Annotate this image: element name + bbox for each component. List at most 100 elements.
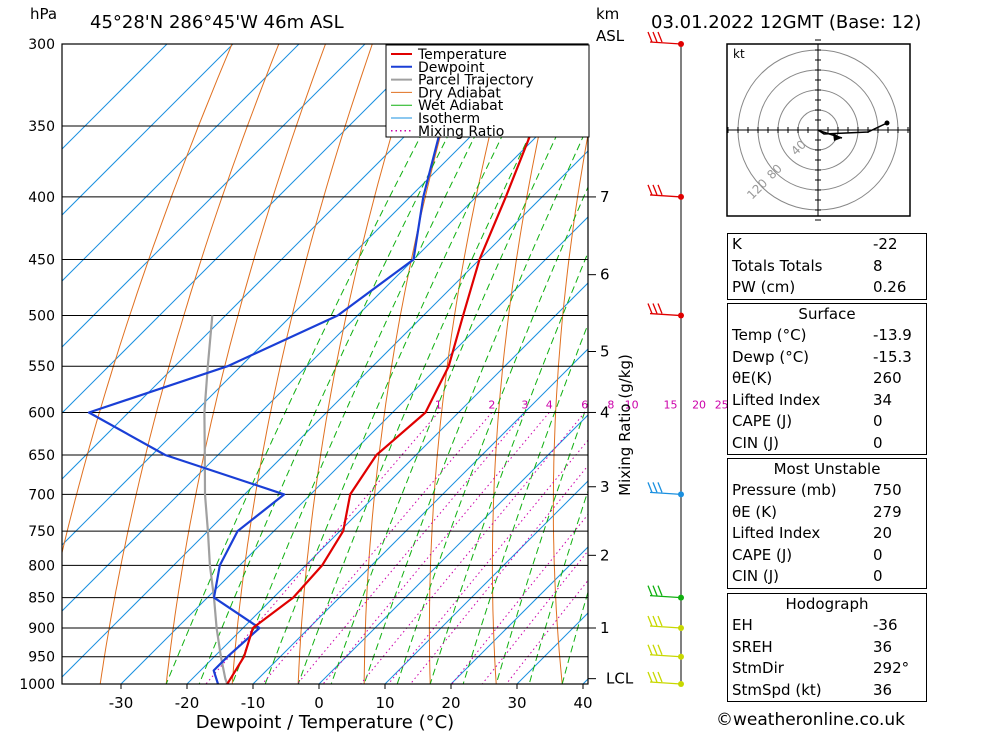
wind-barb-flag: [657, 644, 663, 655]
isotherm-line: [384, 480, 588, 684]
mixing-ratio-label: 4: [546, 398, 553, 411]
pressure-tick-label: 400: [28, 190, 55, 206]
mixing-ratio-label: 1: [435, 398, 442, 411]
mixing-ratio-label: 3: [521, 398, 528, 411]
sreh-label: SREH: [732, 637, 773, 656]
km-tick-label: 3: [600, 478, 610, 496]
pressure-tick-label: 650: [28, 448, 55, 464]
km-tick-label: 5: [600, 343, 610, 361]
surface-cin-label: CIN (J): [732, 433, 780, 452]
mu-cin-label: CIN (J): [732, 567, 780, 585]
surface-title: Surface: [798, 305, 856, 323]
temperature-tick-label: -30: [109, 694, 134, 712]
wind-barb-shaft: [649, 194, 682, 198]
wet-adiabat-line: [561, 590, 588, 684]
pressure-tick-label: 850: [28, 591, 55, 607]
stmspd-value: 36: [873, 680, 893, 699]
mu-pressure-label: Pressure (mb): [732, 481, 837, 499]
isotherm-line: [62, 150, 588, 678]
mixing-ratio-label: 2: [488, 398, 495, 411]
asl-unit-label: ASL: [596, 27, 625, 45]
plot-frame: [61, 43, 589, 685]
mixing-ratio-label: 15: [664, 398, 678, 411]
table-row: CAPE (J) 0: [728, 545, 926, 567]
isotherm-line: [62, 44, 234, 216]
surface-table: Surface Temp (°C) -13.9 Dewp (°C) -15.3 θE…: [727, 303, 927, 455]
surface-cin-value: 0: [873, 433, 883, 452]
wind-barb-shaft: [649, 681, 682, 685]
eh-label: EH: [732, 616, 753, 634]
legend-entry: Wet Adiabat: [418, 98, 504, 114]
x-axis-label: Dewpoint / Temperature (°C): [196, 712, 454, 733]
surface-dewp-label: Dewp (°C): [732, 347, 810, 366]
mu-pressure-value: 750: [873, 481, 902, 499]
mu-li-label: Lifted Index: [732, 524, 821, 542]
stmspd-label: StmSpd (kt): [732, 680, 822, 699]
wind-barb-flag: [647, 671, 653, 683]
isotherm-line: [318, 414, 588, 684]
pw-row: PW (cm) 0.26: [728, 277, 926, 299]
mu-thetae-label: θE (K): [732, 502, 777, 521]
mu-cin-value: 0: [873, 567, 883, 585]
temperature-tick-label: 30: [507, 694, 526, 712]
wet-adiabat-line: [462, 322, 588, 684]
wind-barb-flag: [657, 303, 663, 314]
table-row: CAPE (J) 0: [728, 411, 926, 433]
credit-link[interactable]: ©weatheronline.co.uk: [716, 710, 906, 730]
isotherm-line: [450, 546, 588, 684]
mixing-ratio-label: 20: [692, 398, 706, 411]
legend-entry: Mixing Ratio: [418, 124, 504, 140]
isotherm-line: [62, 84, 588, 612]
totals-label: Totals Totals: [732, 256, 823, 275]
plot-border: [61, 43, 589, 685]
temperature-line: [226, 44, 584, 684]
surface-dewp-value: -15.3: [873, 347, 912, 366]
surface-li-label: Lifted Index: [732, 390, 821, 409]
table-row: θE(K) 260: [728, 368, 926, 390]
legend-entry: Dewpoint: [418, 60, 485, 76]
wind-barb-flag: [652, 482, 658, 493]
isotherm-line: [62, 44, 168, 150]
wind-barb-shaft: [649, 41, 682, 45]
wind-barb-flag: [647, 31, 653, 43]
parcel-trajectory-line: [203, 315, 229, 684]
surface-li-value: 34: [873, 390, 893, 409]
hodograph-end-dot: [884, 120, 890, 126]
wind-barb-flag: [652, 31, 658, 43]
surface-temp-label: Temp (°C): [732, 326, 807, 344]
axes: 1 2 3 4 6 8 10 15 20 2530035040045050055060065070…: [19, 37, 728, 712]
legend-entry: Isotherm: [418, 111, 480, 127]
sreh-value: 36: [873, 637, 893, 656]
pressure-tick-label: 450: [28, 253, 55, 269]
stmdir-value: 292°: [873, 659, 910, 677]
pressure-tick-label: 350: [28, 119, 55, 135]
dry-adiabat-line: [932, 44, 1000, 684]
wet-adiabat-line: [363, 124, 588, 684]
dry-adiabat-line: [428, 44, 514, 684]
most-unstable-table: Most Unstable Pressure (mb) 750 θE (K) 279…: [727, 458, 927, 589]
wind-barb-flag: [647, 615, 653, 627]
mu-thetae-value: 279: [873, 502, 902, 521]
isotherm-line: [186, 282, 588, 684]
mixing-ratio-line: [296, 412, 526, 684]
table-row: EH -36: [728, 615, 926, 637]
isotherm-line: [120, 216, 588, 684]
sounding-series: [87, 44, 584, 684]
mixing-ratio-label: 25: [715, 398, 729, 411]
stmdir-label: StmDir: [732, 659, 784, 677]
totals-row: Totals Totals 8: [728, 256, 926, 278]
surface-temp-value: -13.9: [873, 326, 912, 344]
km-tick-label: LCL: [606, 670, 634, 688]
mu-cape-value: 0: [873, 545, 883, 564]
pw-value: 0.26: [873, 278, 907, 296]
datetime-title: 03.01.2022 12GMT (Base: 12): [651, 12, 921, 33]
dry-adiabat-line: [99, 44, 280, 684]
wind-barb-flag: [657, 184, 663, 196]
pressure-tick-label: 900: [28, 621, 55, 637]
mixing-ratio-label: 8: [607, 398, 614, 411]
surface-thetae-value: 260: [873, 369, 902, 387]
wind-barb-flag: [657, 482, 663, 493]
mixing-ratio-line: [388, 439, 588, 684]
mixing-ratio-line: [410, 464, 588, 684]
wind-barb-flag: [657, 31, 663, 43]
